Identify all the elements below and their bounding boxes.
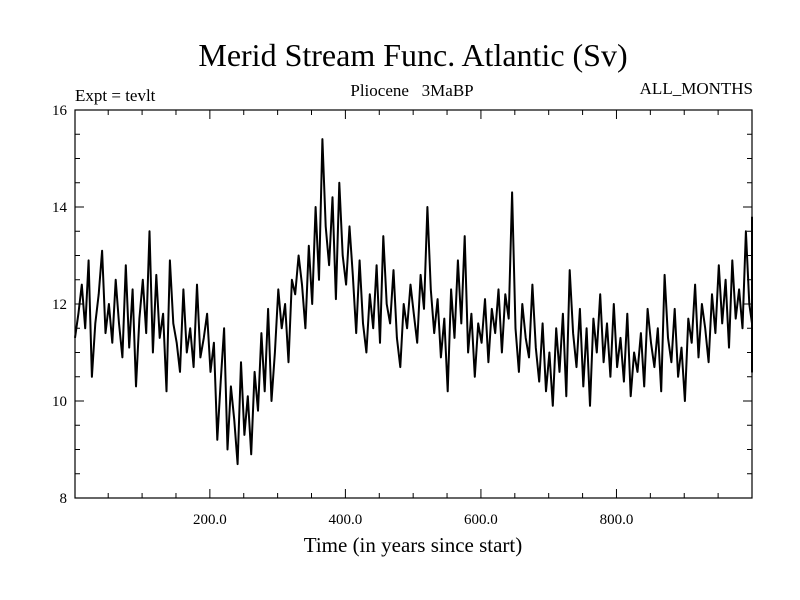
y-tick-label: 12 bbox=[52, 297, 67, 313]
scenario-label: Pliocene 3MaBP bbox=[350, 81, 473, 100]
series-line bbox=[74, 138, 753, 466]
x-tick-label: 600.0 bbox=[464, 512, 498, 528]
y-axis: 8 10 12 14 16 bbox=[52, 103, 752, 507]
x-axis-label: Time (in years since start) bbox=[304, 533, 523, 557]
x-tick-label: 200.0 bbox=[193, 512, 227, 528]
x-axis: 200.0 400.0 600.0 800.0 bbox=[107, 110, 719, 528]
x-tick-label: 800.0 bbox=[600, 512, 634, 528]
experiment-label: Expt = tevlt bbox=[75, 86, 156, 105]
y-tick-label: 16 bbox=[52, 103, 68, 119]
x-tick-label: 400.0 bbox=[329, 512, 363, 528]
y-tick-label: 8 bbox=[60, 491, 68, 507]
period-label: ALL_MONTHS bbox=[640, 79, 753, 98]
y-tick-label: 10 bbox=[52, 394, 67, 410]
y-tick-label: 14 bbox=[52, 200, 68, 216]
chart-title: Merid Stream Func. Atlantic (Sv) bbox=[198, 37, 627, 73]
